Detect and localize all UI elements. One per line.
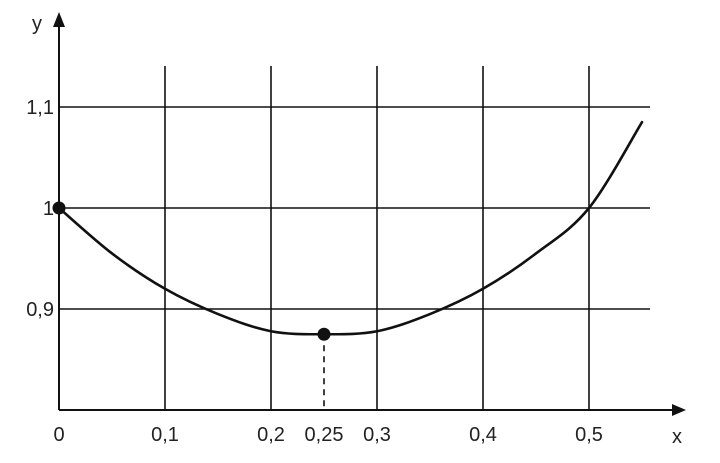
y-tick-label: 0,9 [26,299,54,321]
data-point [52,201,66,215]
x-tick-label: 0,5 [575,424,603,446]
x-tick-label: 0,3 [363,424,391,446]
grid [59,66,650,410]
x-tick-label: 0,4 [469,424,497,446]
x-axis-arrow-icon [672,404,686,416]
x-tick-label: 0,25 [305,424,344,446]
x-axis-label: x [672,426,682,448]
y-tick-label: 1,1 [26,97,54,119]
marked-points [52,201,331,341]
x-tick-label: 0 [53,424,64,446]
y-tick-label: 1 [43,198,54,220]
x-tick-label: 0,1 [151,424,179,446]
series-line [57,120,644,336]
series [57,120,644,336]
axes: x y [32,12,686,448]
data-point [317,327,331,341]
x-tick-label: 0,2 [257,424,285,446]
y-axis-arrow-icon [53,12,65,27]
tick-labels: 0 0,1 0,2 0,25 0,3 0,4 0,5 0,9 1 1,1 [26,97,603,446]
y-axis-label: y [32,13,42,35]
